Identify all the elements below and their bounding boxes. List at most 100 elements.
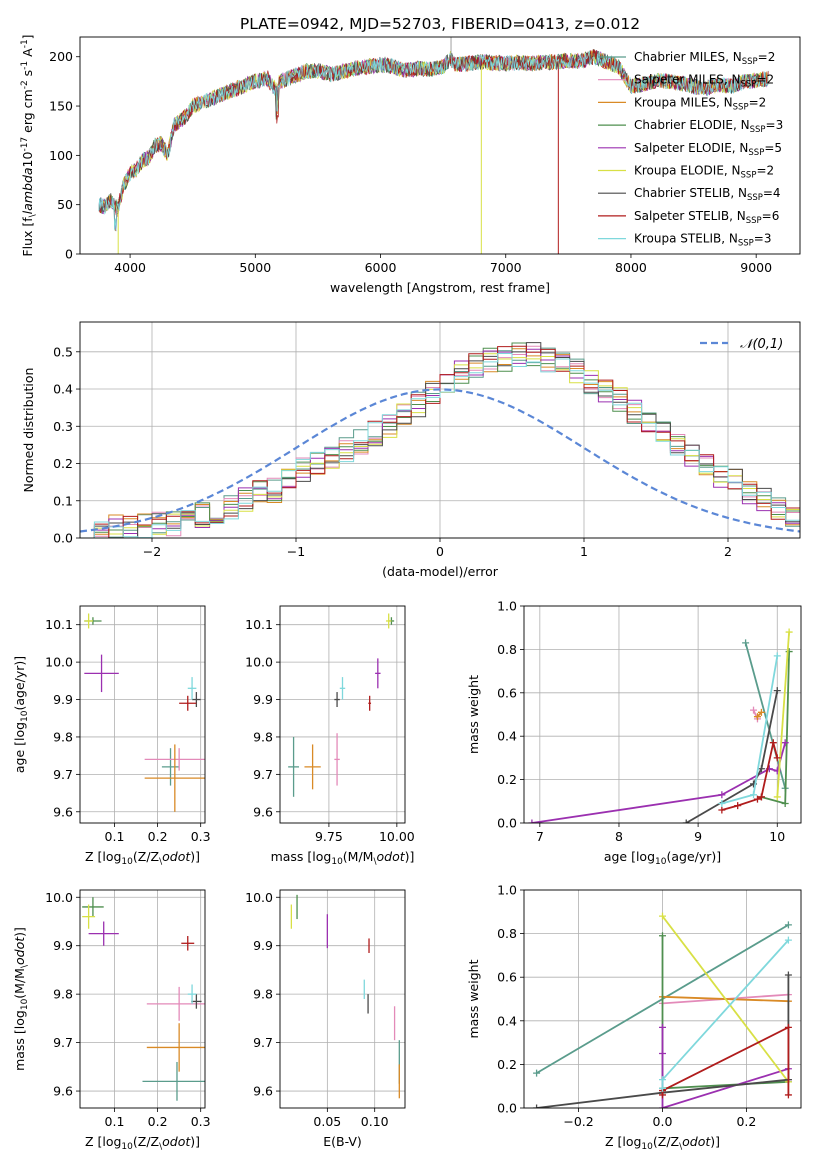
plot-area [80, 342, 800, 538]
error-point [192, 692, 201, 708]
y-tick-label: 0.3 [53, 419, 73, 434]
y-tick-label: 9.8 [53, 987, 73, 1002]
y-tick-label: 9.7 [53, 767, 73, 782]
x-tick-label: 6000 [365, 260, 397, 275]
legend-label: Chabrier MILES, NSSP=2 [634, 50, 775, 67]
y-tick-label: 0.4 [497, 1013, 517, 1028]
x-axis-label: E(B-V) [323, 1134, 362, 1149]
weight-vs-age-panel: 7 8 9 10 0.0 0.2 0.4 0.6 0.8 1.0 age [log10​(age/y… [466, 599, 802, 867]
error-point [88, 921, 119, 946]
y-tick-label: 150 [49, 99, 73, 114]
weight-point-marker [784, 936, 792, 944]
axes-frame [279, 889, 406, 1109]
y-axis-label: Flux [f\​lambda10-17​ erg cm-2​ s-1​ A-1… [20, 34, 38, 256]
weight-point-marker [682, 819, 690, 823]
x-tick-label: 1 [580, 544, 588, 559]
weight-point-marker [757, 793, 765, 801]
y-tick-label: 0.6 [497, 970, 517, 985]
y-tick-label: 9.6 [253, 1084, 273, 1099]
x-tick-label: −2 [143, 544, 161, 559]
legend-label: 𝒩(0,1) [740, 337, 783, 352]
error-point [187, 984, 197, 1004]
y-tick-label: 10.1 [45, 617, 73, 632]
weight-point-marker [718, 806, 726, 814]
weight-point-marker [659, 932, 666, 940]
y-tick-label: 0.0 [53, 531, 73, 546]
x-tick-label: 0.2 [148, 829, 168, 844]
y-tick-label: 0.1 [53, 493, 73, 508]
x-tick-label: 8 [615, 829, 623, 844]
y-tick-label: 9.7 [53, 1035, 73, 1050]
x-tick-label: 0.2 [148, 1114, 168, 1129]
axes-frame [79, 889, 206, 1109]
legend-label: Kroupa STELIB, NSSP=3 [634, 232, 772, 249]
weight-point-marker [718, 791, 726, 799]
gridlines [80, 606, 205, 823]
weight-point-marker [773, 687, 781, 695]
weight-point-marker [785, 628, 793, 636]
x-tick-label: 9000 [740, 260, 772, 275]
gridlines [280, 606, 405, 823]
weight-point-marker [781, 799, 789, 807]
x-tick-label: 0.1 [105, 829, 125, 844]
x-tick-label: 7 [536, 829, 544, 844]
y-tick-label: 9.8 [253, 729, 273, 744]
weight-point-marker [784, 1023, 792, 1031]
y-tick-label: 9.9 [253, 692, 273, 707]
error-point [334, 733, 340, 786]
error-point [334, 692, 340, 708]
error-point [146, 986, 205, 1021]
error-point [146, 1023, 205, 1072]
error-point [187, 677, 197, 700]
y-tick-label: 0.5 [53, 344, 73, 359]
age-vs-mass-panel: 9.75 10.00 9.6 9.7 9.8 9.9 10.0 10.1 mass [log10… [245, 605, 415, 867]
axes-frame [79, 36, 801, 255]
error-point [161, 748, 180, 786]
weight-point-marker [750, 791, 758, 799]
plot-area [288, 613, 395, 797]
weight-point-marker [769, 739, 777, 747]
weight-point-marker [734, 802, 742, 810]
weight-point-marker [773, 793, 781, 801]
y-axis-label: mass weight [466, 675, 481, 754]
x-tick-label: 0.2 [736, 1114, 756, 1129]
weight-point-marker [773, 652, 781, 660]
y-tick-label: 9.9 [253, 938, 273, 953]
plot-area [290, 894, 400, 1099]
plot-area [84, 613, 205, 812]
mass-vs-metallicity-panel: 0.1 0.2 0.3 9.6 9.7 9.8 9.9 10.0 Z [log10​(Z/Z\​… [12, 889, 211, 1152]
weight-point-marker [533, 1069, 541, 1077]
plot-area [82, 897, 205, 1101]
error-point [339, 677, 346, 700]
y-tick-label: 10.0 [45, 890, 73, 905]
y-tick-label: 1.0 [497, 599, 517, 614]
weight-point-marker [773, 754, 781, 762]
weight-point-marker [742, 639, 750, 647]
y-tick-label: 9.6 [53, 1084, 73, 1099]
y-tick-label: 200 [49, 49, 73, 64]
axes-frame [79, 605, 206, 824]
x-tick-label: 0.10 [361, 1114, 389, 1129]
mass-vs-extinction-panel: 0.05 0.10 9.6 9.7 9.8 9.9 10.0 E(B-V) [245, 889, 406, 1149]
error-point [368, 695, 372, 711]
legend-label: Salpeter ELODIE, NSSP=5 [634, 141, 782, 158]
y-tick-label: 0.4 [53, 382, 73, 397]
error-point [385, 613, 392, 629]
x-tick-label: −1 [287, 544, 305, 559]
weight-point-marker [784, 971, 792, 979]
weight-point-marker [659, 1104, 666, 1108]
y-tick-label: 9.9 [53, 938, 73, 953]
x-tick-label: 7000 [490, 260, 522, 275]
histogram-series [80, 353, 800, 538]
y-tick-label: 9.9 [53, 692, 73, 707]
x-tick-label: 10 [769, 829, 785, 844]
x-tick-label: 0.3 [191, 1114, 211, 1129]
weight-vs-metallicity-panel: −0.2 0.0 0.2 0.0 0.2 0.4 0.6 0.8 1.0 Z [log10​(Z/… [466, 883, 802, 1152]
y-tick-label: 0.2 [497, 1057, 517, 1072]
figure-title: PLATE=0942, MJD=52703, FIBERID=0413, z=0… [240, 15, 640, 33]
weight-point-marker [659, 1076, 666, 1084]
error-point [82, 904, 96, 929]
weight-point-marker [757, 765, 765, 773]
y-tick-label: 9.6 [253, 804, 273, 819]
